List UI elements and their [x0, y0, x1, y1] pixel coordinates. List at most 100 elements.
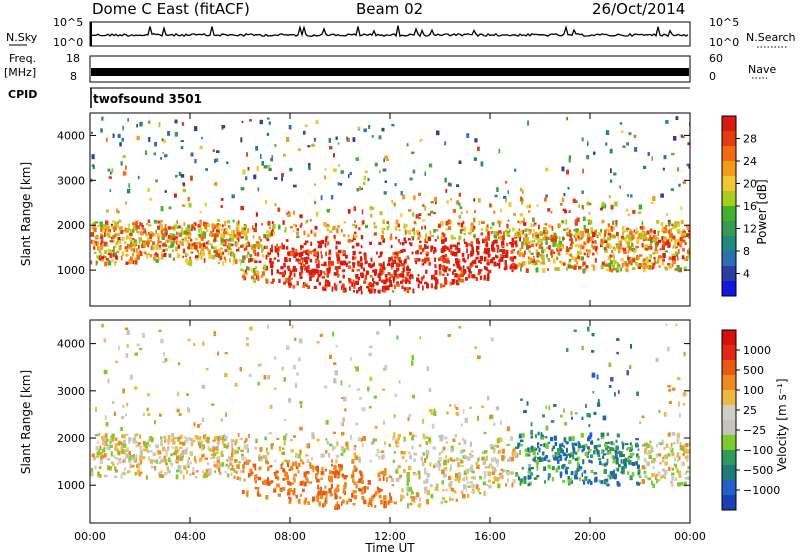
data-cell: [108, 261, 112, 266]
data-cell: [379, 211, 383, 216]
data-cell: [146, 254, 148, 259]
data-cell: [126, 234, 128, 240]
data-cell: [309, 258, 313, 263]
data-cell: [620, 267, 622, 272]
data-cell: [684, 242, 687, 245]
data-cell: [354, 231, 357, 235]
data-cell: [334, 284, 338, 290]
data-cell: [256, 252, 260, 257]
data-cell: [537, 254, 541, 257]
data-cell: [236, 236, 240, 240]
data-cell: [577, 256, 580, 259]
data-cell: [430, 245, 434, 249]
data-cell: [529, 240, 532, 243]
data-cell: [542, 227, 547, 230]
data-cell: [442, 284, 445, 288]
data-cell: [562, 244, 564, 249]
data-cell: [458, 160, 462, 164]
data-cell: [266, 132, 270, 136]
data-cell: [131, 239, 135, 245]
noise-left-tick-high: 10^5: [53, 16, 84, 29]
data-cell: [438, 223, 441, 228]
data-cell: [409, 275, 412, 280]
data-cell: [584, 241, 587, 244]
data-cell: [382, 285, 384, 290]
data-cell: [587, 141, 589, 147]
data-cell: [112, 133, 115, 138]
data-cell: [618, 250, 621, 254]
data-cell: [211, 233, 214, 237]
data-cell: [652, 196, 656, 201]
data-cell: [520, 196, 522, 202]
data-cell: [578, 243, 580, 248]
data-cell: [587, 219, 590, 222]
data-cell: [257, 273, 259, 277]
data-cell: [614, 248, 617, 251]
data-cell: [249, 119, 252, 122]
data-cell: [578, 204, 580, 208]
data-cell: [506, 223, 509, 228]
data-cell: [669, 232, 673, 238]
data-cell: [138, 237, 142, 242]
data-cell: [105, 137, 108, 142]
data-cell: [379, 251, 383, 257]
data-cell: [360, 262, 363, 267]
data-cell: [622, 231, 624, 236]
data-cell: [534, 231, 537, 235]
data-cell: [567, 227, 569, 230]
data-cell: [183, 465, 186, 470]
data-cell: [504, 253, 509, 258]
data-cell: [265, 279, 269, 284]
data-cell: [638, 204, 643, 210]
data-cell: [458, 235, 462, 240]
data-cell: [546, 237, 550, 240]
data-cell: [316, 263, 320, 268]
data-cell: [238, 259, 242, 262]
data-cell: [229, 225, 231, 229]
data-cell: [299, 276, 303, 279]
data-cell: [649, 234, 652, 238]
data-cell: [419, 139, 422, 142]
data-cell: [462, 265, 465, 270]
data-cell: [114, 243, 117, 248]
data-cell: [402, 275, 404, 278]
data-cell: [144, 252, 147, 255]
data-cell: [373, 281, 376, 284]
data-cell: [348, 279, 352, 284]
data-cell: [477, 198, 481, 203]
data-cell: [114, 233, 117, 238]
data-cell: [688, 236, 690, 239]
data-cell: [422, 204, 425, 207]
data-cell: [392, 290, 395, 293]
data-cell: [655, 246, 658, 252]
data-cell: [324, 242, 327, 248]
data-cell: [439, 283, 443, 289]
data-cell: [320, 240, 324, 245]
data-cell: [412, 237, 414, 241]
data-cell: [234, 258, 237, 261]
data-cell: [255, 243, 259, 248]
data-cell: [467, 243, 471, 246]
data-cell: [480, 255, 482, 259]
data-cell: [411, 251, 414, 255]
data-cell: [230, 251, 235, 256]
data-cell: [541, 246, 544, 251]
data-cell: [401, 271, 404, 274]
data-cell: [386, 226, 389, 231]
data-cell: [136, 248, 139, 251]
data-cell: [269, 248, 274, 253]
data-cell: [269, 258, 272, 263]
data-cell: [391, 256, 393, 261]
data-cell: [262, 254, 265, 258]
data-cell: [305, 259, 309, 265]
data-cell: [661, 261, 665, 266]
data-cell: [399, 242, 402, 245]
data-cell: [466, 133, 470, 138]
data-cell: [504, 180, 508, 184]
data-cell: [560, 243, 564, 248]
data-cell: [416, 277, 420, 282]
data-cell: [433, 229, 436, 233]
data-cell: [675, 246, 678, 249]
data-cell: [328, 138, 331, 143]
